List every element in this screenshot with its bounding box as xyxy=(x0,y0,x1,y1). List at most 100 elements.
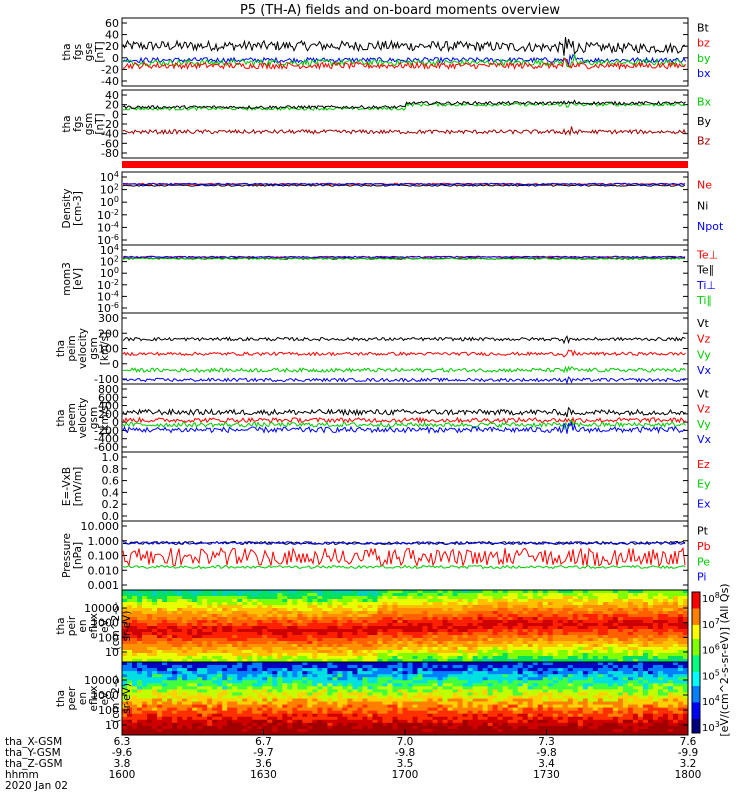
spectrogram-cell xyxy=(312,692,317,695)
spectrogram-cell xyxy=(347,608,352,611)
spectrogram-cell xyxy=(402,689,407,692)
spectrogram-cell xyxy=(608,683,613,686)
spectrogram-cell xyxy=(167,689,172,692)
spectrogram-cell xyxy=(673,656,678,659)
spectrogram-cell xyxy=(172,599,177,602)
spectrogram-cell xyxy=(282,671,287,674)
spectrogram-cell xyxy=(162,608,167,611)
spectrogram-cell xyxy=(573,662,578,665)
spectrogram-cell xyxy=(287,702,292,705)
spectrogram-cell xyxy=(513,671,518,674)
spectrogram-cell xyxy=(192,692,197,695)
spectrogram-cell xyxy=(558,686,563,689)
spectrogram-cell xyxy=(357,686,362,689)
spectrogram-cell xyxy=(137,599,142,602)
spectrogram-cell xyxy=(418,626,423,629)
spectrogram-cell xyxy=(302,629,307,632)
spectrogram-cell xyxy=(137,683,142,686)
spectrogram-cell xyxy=(207,596,212,599)
spectrogram-cell xyxy=(252,708,257,711)
spectrogram-cell xyxy=(443,611,448,614)
spectrogram-cell xyxy=(267,680,272,683)
spectrogram-cell xyxy=(287,641,292,644)
spectrogram-cell xyxy=(653,611,658,614)
spectrogram-cell xyxy=(668,695,673,698)
spectrogram-cell xyxy=(292,617,297,620)
spectrogram-cell xyxy=(603,692,608,695)
spectrogram-cell xyxy=(367,617,372,620)
spectrogram-cell xyxy=(603,683,608,686)
spectrogram-cell xyxy=(428,674,433,677)
spectrogram-cell xyxy=(483,629,488,632)
spectrogram-cell xyxy=(182,668,187,671)
spectrogram-cell xyxy=(498,611,503,614)
spectrogram-cell xyxy=(498,689,503,692)
spectrogram-cell xyxy=(588,665,593,668)
spectrogram-cell xyxy=(262,680,267,683)
spectrogram-cell xyxy=(473,602,478,605)
spectrogram-cell xyxy=(473,705,478,708)
spectrogram-cell xyxy=(653,623,658,626)
spectrogram-cell xyxy=(357,599,362,602)
spectrogram-cell xyxy=(418,665,423,668)
spectrogram-cell xyxy=(192,593,197,596)
spectrogram-cell xyxy=(262,674,267,677)
spectrogram-cell xyxy=(563,671,568,674)
spectrogram-cell xyxy=(533,650,538,653)
spectrogram-cell xyxy=(563,626,568,629)
spectrogram-cell xyxy=(307,686,312,689)
spectrogram-cell xyxy=(573,692,578,695)
spectrogram-cell xyxy=(392,623,397,626)
spectrogram-cell xyxy=(498,635,503,638)
spectrogram-cell xyxy=(473,702,478,705)
spectrogram-cell xyxy=(357,602,362,605)
spectrogram-cell xyxy=(593,699,598,702)
spectrogram-cell xyxy=(433,614,438,617)
spectrogram-cell xyxy=(603,617,608,620)
spectrogram-cell xyxy=(177,590,182,593)
spectrogram-cell xyxy=(473,686,478,689)
spectrogram-cell xyxy=(372,641,377,644)
spectrogram-cell xyxy=(608,638,613,641)
spectrogram-cell xyxy=(137,686,142,689)
spectrogram-cell xyxy=(653,689,658,692)
spectrogram-cell xyxy=(503,602,508,605)
spectrogram-cell xyxy=(387,638,392,641)
spectrogram-cell xyxy=(232,683,237,686)
spectrogram-cell xyxy=(287,674,292,677)
spectrogram-cell xyxy=(267,590,272,593)
spectrogram-cell xyxy=(192,614,197,617)
spectrogram-cell xyxy=(443,702,448,705)
spectrogram-cell xyxy=(397,683,402,686)
spectrogram-cell xyxy=(533,705,538,708)
spectrogram-cell xyxy=(152,641,157,644)
spectrogram-cell xyxy=(382,714,387,717)
spectrogram-cell xyxy=(207,662,212,665)
spectrogram-cell xyxy=(367,671,372,674)
spectrogram-cell xyxy=(287,638,292,641)
spectrogram-cell xyxy=(367,638,372,641)
spectrogram-cell xyxy=(337,683,342,686)
spectrogram-cell xyxy=(252,602,257,605)
spectrogram-cell xyxy=(337,608,342,611)
spectrogram-cell xyxy=(157,689,162,692)
spectrogram-cell xyxy=(488,641,493,644)
spectrogram-cell xyxy=(588,702,593,705)
spectrogram-cell xyxy=(357,647,362,650)
spectrogram-cell xyxy=(658,699,663,702)
spectrogram-cell xyxy=(553,695,558,698)
spectrogram-cell xyxy=(232,617,237,620)
spectrogram-cell xyxy=(588,605,593,608)
spectrogram-cell xyxy=(493,617,498,620)
spectrogram-cell xyxy=(157,695,162,698)
spectrogram-cell xyxy=(503,695,508,698)
spectrogram-cell xyxy=(638,680,643,683)
spectrogram-cell xyxy=(568,593,573,596)
spectrogram-cell xyxy=(473,680,478,683)
spectrogram-cell xyxy=(277,671,282,674)
spectrogram-cell xyxy=(327,641,332,644)
spectrogram-cell xyxy=(307,617,312,620)
spectrogram-cell xyxy=(327,623,332,626)
spectrogram-cell xyxy=(613,683,618,686)
spectrogram-cell xyxy=(177,699,182,702)
